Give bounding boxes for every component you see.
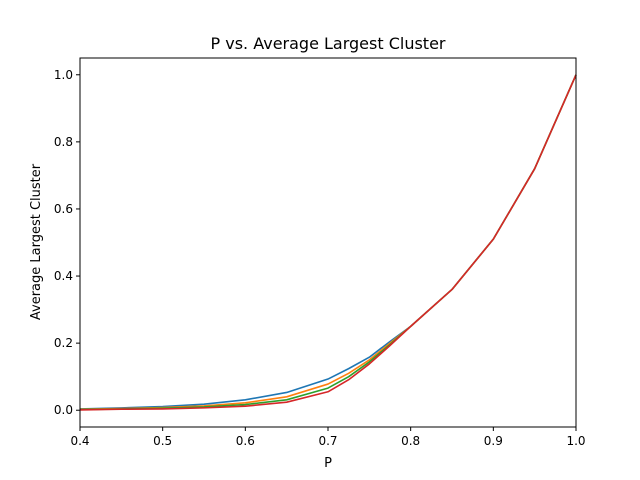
- y-tick-label: 0.6: [54, 202, 73, 216]
- plot-frame: [79, 57, 577, 428]
- x-tick-label: 0.4: [70, 434, 89, 448]
- x-tick-label: 0.9: [484, 434, 503, 448]
- x-tick-label: 1.0: [566, 434, 585, 448]
- series-layer: [79, 74, 577, 411]
- series-line-3: [79, 74, 577, 411]
- x-tick-label: 0.7: [318, 434, 337, 448]
- series-line-4: [79, 74, 577, 411]
- y-tick-label: 0.4: [54, 269, 73, 283]
- series-line-1: [79, 74, 577, 410]
- x-tick-label: 0.5: [153, 434, 172, 448]
- series-line-2: [79, 74, 577, 411]
- y-tick-label: 0.0: [54, 403, 73, 417]
- x-axis-label: P: [324, 456, 332, 471]
- y-tick-label: 1.0: [54, 68, 73, 82]
- ticks-layer: 0.4 0.5 0.6 0.7 0.8 0.9 1.0 0.0 0.2 0.4 0.6 0.8 1.0: [54, 68, 586, 448]
- x-tick-label: 0.6: [236, 434, 255, 448]
- y-tick-label: 0.8: [54, 135, 73, 149]
- x-tick-label: 0.8: [401, 434, 420, 448]
- y-tick-label: 0.2: [54, 336, 73, 350]
- y-axis-label: Average Largest Cluster: [29, 163, 44, 320]
- chart-title: P vs. Average Largest Cluster: [211, 34, 446, 53]
